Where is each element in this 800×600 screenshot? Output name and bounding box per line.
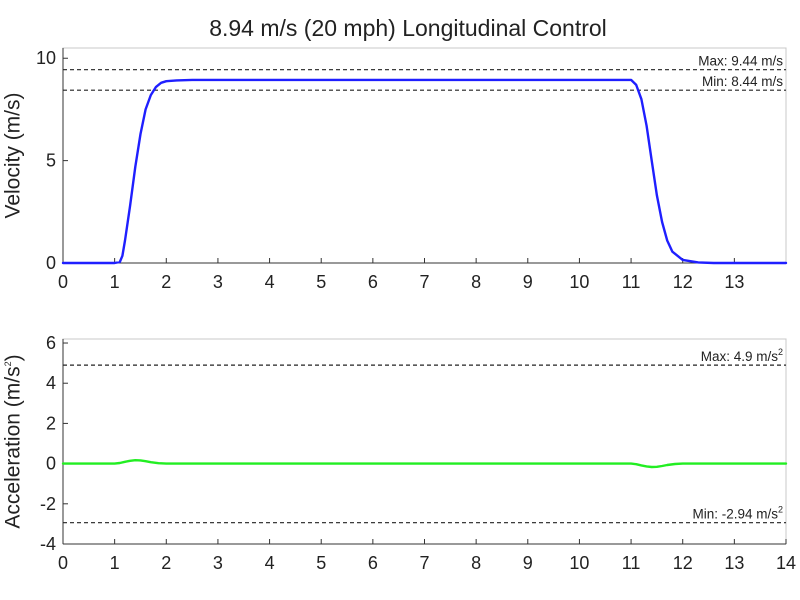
x-tick-label: 10 [569, 553, 589, 573]
y-axis-label: Velocity (m/s) [2, 92, 25, 218]
x-tick-label: 3 [213, 553, 223, 573]
x-tick-label: 11 [622, 272, 641, 292]
x-tick-label: 1 [110, 553, 120, 573]
x-tick-label: 2 [161, 553, 171, 573]
x-tick-label: 10 [569, 272, 589, 292]
y-axis-label: Acceleration (m/s2) [2, 354, 25, 528]
x-tick-label: 11 [622, 553, 641, 573]
y-tick-label: -2 [40, 494, 56, 514]
chart-title: 8.94 m/s (20 mph) Longitudinal Control [209, 15, 607, 41]
x-tick-label: 8 [471, 553, 481, 573]
y-tick-label: -4 [40, 534, 56, 554]
acceleration-panel: 0 1 2 3 4 5 6 7 8 9 10 11 12 13 14-4-20246Acceleration… [2, 333, 796, 573]
x-tick-label: 5 [316, 272, 326, 292]
y-tick-label: 6 [46, 333, 56, 353]
x-tick-label: 6 [368, 553, 378, 573]
x-tick-label: 9 [523, 272, 533, 292]
x-tick-label: 1 [110, 272, 120, 292]
x-tick-label: 12 [673, 272, 693, 292]
x-tick-label: 4 [265, 553, 275, 573]
x-tick-label: 13 [724, 553, 744, 573]
x-tick-label: 14 [776, 553, 796, 573]
acceleration-series-line [61, 459, 788, 469]
x-tick-label: 5 [316, 553, 326, 573]
x-tick-label: 6 [368, 272, 378, 292]
x-tick-label: 3 [213, 272, 223, 292]
min-annotation: Min: -2.94 m/s2 [692, 505, 783, 522]
min-annotation: Min: 8.44 m/s [702, 74, 783, 89]
x-tick-label: 7 [419, 272, 429, 292]
y-tick-label: 10 [36, 48, 56, 68]
x-tick-label: 9 [523, 553, 533, 573]
y-tick-label: 5 [46, 151, 56, 171]
x-tick-label: 4 [265, 272, 275, 292]
y-tick-label: 0 [46, 253, 56, 273]
y-tick-label: 2 [46, 413, 56, 433]
x-tick-label: 2 [161, 272, 171, 292]
max-annotation: Max: 4.9 m/s2 [701, 347, 783, 364]
x-tick-label: 8 [471, 272, 481, 292]
x-tick-label: 13 [724, 272, 744, 292]
max-annotation: Max: 9.44 m/s [698, 54, 783, 69]
y-tick-label: 4 [46, 373, 56, 393]
x-tick-label: 12 [673, 553, 693, 573]
velocity-series-line [61, 78, 788, 265]
plot-frame [62, 338, 787, 545]
x-tick-label: 0 [58, 553, 68, 573]
y-tick-label: 0 [46, 454, 56, 474]
x-tick-label: 7 [419, 553, 429, 573]
x-tick-label: 0 [58, 272, 68, 292]
